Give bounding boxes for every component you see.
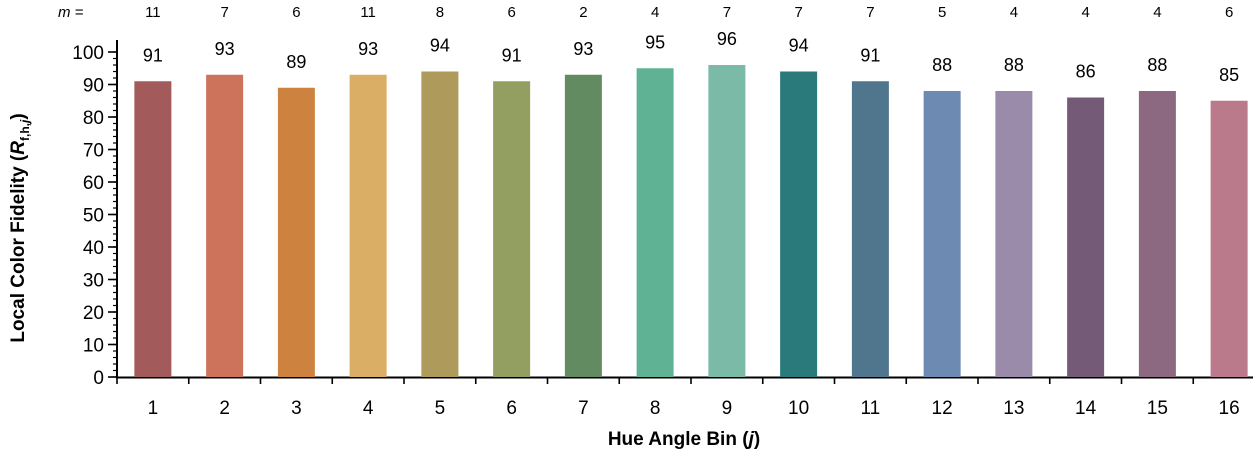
- y-tick-label: 100: [72, 43, 104, 64]
- bar-13: [995, 91, 1033, 377]
- bar-2: [206, 74, 244, 377]
- x-tick-label-2: 2: [219, 398, 230, 419]
- bar-7: [564, 74, 602, 377]
- bar-1: [134, 81, 172, 377]
- value-label-10: 94: [789, 36, 809, 56]
- x-tick-label-6: 6: [506, 398, 517, 419]
- m-value-12: 5: [938, 4, 946, 21]
- y-tick-label: 60: [83, 173, 104, 194]
- m-value-3: 6: [292, 4, 300, 21]
- m-value-9: 7: [723, 4, 731, 21]
- x-tick-label-13: 13: [1003, 398, 1024, 419]
- m-prefix-label: m =: [58, 4, 84, 21]
- value-label-3: 89: [286, 52, 306, 72]
- bar-4: [349, 74, 387, 377]
- y-axis: 0 10 20 30 40 50 60 70 80 90 100: [72, 40, 118, 389]
- value-label-12: 88: [932, 55, 952, 75]
- value-label-8: 95: [645, 32, 665, 52]
- x-tick-label-4: 4: [363, 398, 374, 419]
- value-label-4: 93: [358, 39, 378, 59]
- m-value-11: 7: [866, 4, 874, 21]
- x-tick-label-3: 3: [291, 398, 302, 419]
- bar-3: [277, 87, 315, 377]
- y-tick-label: 40: [83, 238, 104, 259]
- y-tick-label: 10: [83, 336, 104, 357]
- m-value-7: 2: [579, 4, 587, 21]
- m-value-6: 6: [507, 4, 515, 21]
- x-tick-label-1: 1: [148, 398, 159, 419]
- value-label-9: 96: [717, 29, 737, 49]
- bar-5: [421, 71, 459, 377]
- m-value-15: 4: [1153, 4, 1161, 21]
- x-tick-label-11: 11: [861, 398, 881, 419]
- bar-14: [1067, 97, 1105, 377]
- y-tick-label: 90: [83, 76, 104, 97]
- m-value-14: 4: [1081, 4, 1089, 21]
- bar-15: [1138, 91, 1176, 377]
- x-tick-label-8: 8: [650, 398, 661, 419]
- value-label-7: 93: [573, 39, 593, 59]
- bar-12: [923, 91, 961, 377]
- y-tick-label: 70: [83, 141, 104, 162]
- value-label-15: 88: [1147, 55, 1167, 75]
- bars-group: [134, 65, 1248, 377]
- x-tick-label-10: 10: [788, 398, 809, 419]
- y-tick-label: 80: [83, 108, 104, 129]
- y-tick-label: 0: [93, 368, 104, 389]
- value-label-11: 91: [860, 45, 880, 65]
- value-label-1: 91: [143, 45, 163, 65]
- y-axis-title: Local Color Fidelity (Rf,h,j): [8, 113, 32, 342]
- value-label-14: 86: [1076, 62, 1096, 82]
- value-label-6: 91: [502, 45, 522, 65]
- value-labels-group: 91 93 89 93 94 91 93 95 96 94 91 88 88 86 88 85: [143, 29, 1239, 85]
- y-tick-label: 20: [83, 303, 104, 324]
- value-label-13: 88: [1004, 55, 1024, 75]
- m-value-13: 4: [1010, 4, 1018, 21]
- value-label-2: 93: [215, 39, 235, 59]
- m-value-1: 11: [145, 4, 161, 21]
- m-value-4: 11: [360, 4, 376, 21]
- x-tick-label-9: 9: [722, 398, 733, 419]
- y-tick-label: 30: [83, 271, 104, 292]
- value-label-5: 94: [430, 36, 450, 56]
- x-tick-label-15: 15: [1147, 398, 1168, 419]
- bar-8: [636, 68, 674, 377]
- m-value-16: 6: [1225, 4, 1233, 21]
- bar-11: [851, 81, 889, 377]
- x-axis-title: Hue Angle Bin (j): [608, 429, 760, 450]
- value-label-16: 85: [1219, 65, 1239, 85]
- m-value-8: 4: [651, 4, 659, 21]
- m-value-2: 7: [220, 4, 228, 21]
- bar-9: [708, 65, 746, 377]
- x-tick-label-14: 14: [1075, 398, 1097, 419]
- bar-16: [1210, 100, 1248, 377]
- bar-10: [780, 71, 818, 377]
- x-tick-label-7: 7: [578, 398, 589, 419]
- x-axis: 1 2 3 4 5 6 7 8 9 10 11 12 13 14 15 16: [116, 376, 1253, 419]
- sample-count-row: m = 11 7 6 11 8 6 2 4 7 7 7 5 4 4 4 6: [58, 4, 1233, 21]
- x-tick-label-5: 5: [435, 398, 446, 419]
- bar-6: [493, 81, 531, 377]
- m-value-10: 7: [794, 4, 802, 21]
- y-tick-label: 50: [83, 206, 104, 227]
- x-tick-label-16: 16: [1219, 398, 1240, 419]
- x-tick-label-12: 12: [932, 398, 953, 419]
- m-value-5: 8: [436, 4, 444, 21]
